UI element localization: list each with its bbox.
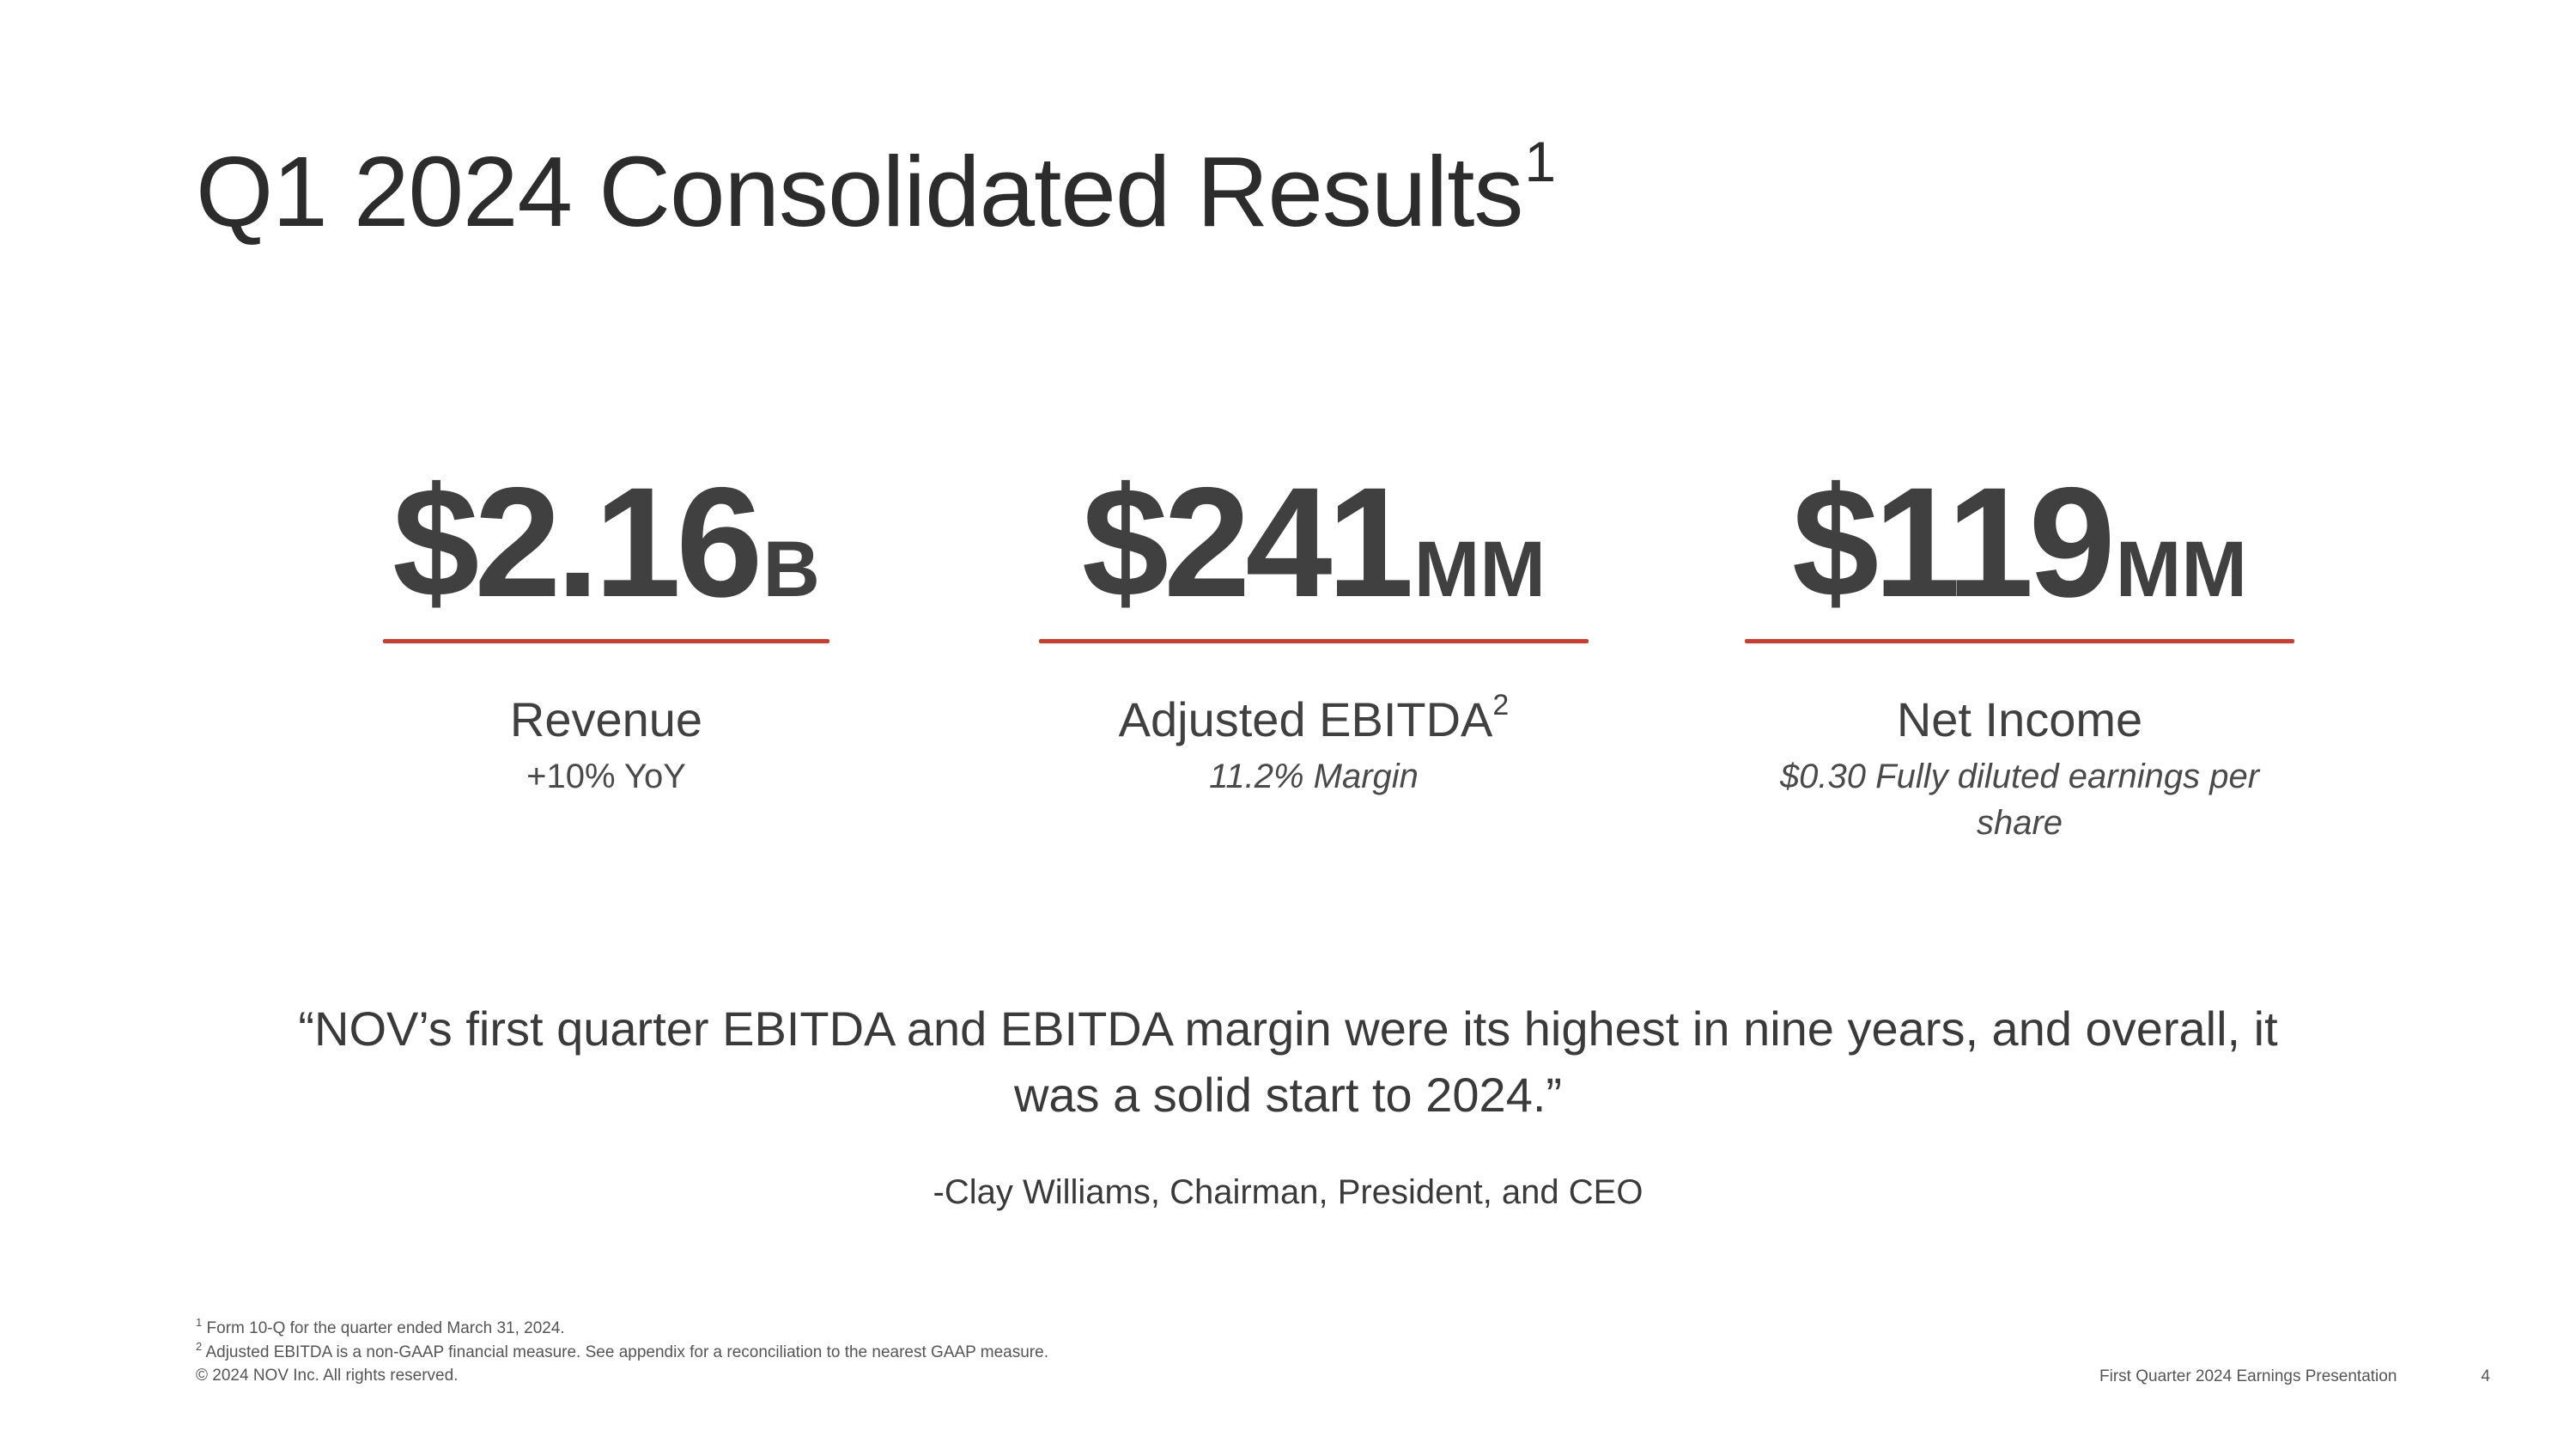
metric-value: $119MM	[1668, 464, 2372, 627]
footnote-1: 1 Form 10-Q for the quarter ended March …	[196, 1316, 1048, 1341]
metric-label: Adjusted EBITDA2	[962, 689, 1666, 746]
metric-underline	[383, 639, 829, 643]
metric-value: $2.16B	[254, 464, 958, 627]
title-footnote-marker: 1	[1524, 130, 1556, 193]
metric-net-income: $119MM Net Income $0.30 Fully diluted ea…	[1668, 464, 2372, 846]
footnote-1-text: Form 10-Q for the quarter ended March 31…	[206, 1319, 565, 1337]
quote-attribution: -Clay Williams, Chairman, President, and…	[933, 1173, 1643, 1211]
copyright: © 2024 NOV Inc. All rights reserved.	[196, 1367, 459, 1385]
metric-underline	[1745, 639, 2294, 643]
footnotes: 1 Form 10-Q for the quarter ended March …	[196, 1316, 1048, 1388]
metric-label-text: Net Income	[1896, 692, 2143, 746]
metric-underline	[1039, 639, 1589, 643]
slide-title-text: Q1 2024 Consolidated Results	[196, 136, 1523, 247]
metric-label: Revenue	[254, 693, 958, 746]
presentation-name: First Quarter 2024 Earnings Presentation	[2099, 1367, 2397, 1385]
slide-footer: First Quarter 2024 Earnings Presentation…	[2099, 1367, 2490, 1386]
metric-unit: MM	[2115, 526, 2248, 613]
footnote-1-marker: 1	[196, 1316, 203, 1329]
metric-unit: MM	[1413, 526, 1546, 613]
metric-value: $241MM	[962, 464, 1666, 627]
metric-label-text: Revenue	[509, 692, 703, 746]
metric-unit: B	[762, 526, 820, 613]
footnote-2: 2 Adjusted EBITDA is a non-GAAP financia…	[196, 1339, 1048, 1365]
metric-subtext: +10% YoY	[526, 757, 686, 795]
metric-number: $2.16	[392, 454, 762, 630]
metric-label-footnote-marker: 2	[1492, 689, 1510, 721]
metric-number: $119	[1791, 454, 2116, 630]
metric-subtext: 11.2% Margin	[1209, 757, 1419, 795]
footnote-2-marker: 2	[196, 1339, 203, 1353]
metric-label: Net Income	[1668, 693, 2372, 746]
metric-adjusted-ebitda: $241MM Adjusted EBITDA2 11.2% Margin	[962, 464, 1666, 800]
metric-label-text: Adjusted EBITDA	[1118, 692, 1493, 746]
page-number: 4	[2481, 1367, 2490, 1385]
metric-number: $241	[1081, 454, 1414, 630]
ceo-quote: “NOV’s first quarter EBITDA and EBITDA m…	[298, 1002, 2278, 1122]
slide-title: Q1 2024 Consolidated Results1	[196, 133, 1556, 241]
metric-subtext: $0.30 Fully diluted earnings per share	[1779, 757, 2260, 842]
footnote-2-text: Adjusted EBITDA is a non-GAAP financial …	[205, 1342, 1048, 1361]
metric-revenue: $2.16B Revenue +10% YoY	[254, 464, 958, 800]
